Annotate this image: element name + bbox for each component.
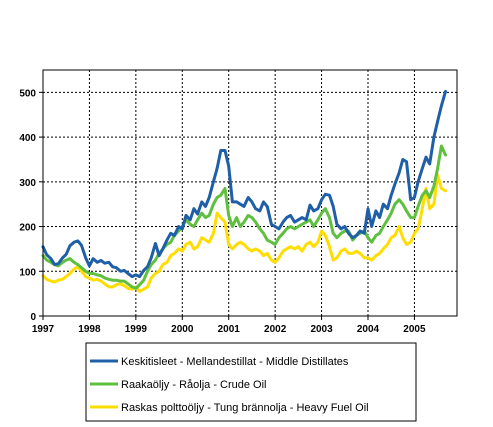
x-tick-label: 2004 (357, 324, 380, 335)
x-tick-label: 2002 (264, 324, 287, 335)
x-axis-ticks: 1997 1998 1999 2000 2001 2002 2003 2004 2005 (32, 316, 426, 335)
x-tick-label: 1998 (78, 324, 101, 335)
y-tick-label: 300 (19, 178, 36, 189)
plot-area-frame (42, 69, 458, 317)
x-tick-label: 2001 (218, 324, 241, 335)
legend-label-2: Raskas polttoöljy - Tung brännolja - Hea… (121, 402, 369, 414)
legend-label-0: Keskitisleet - Mellandestillat - Middle … (121, 356, 349, 368)
series-lines (41, 90, 447, 293)
series-line-0 (41, 90, 447, 279)
legend: Keskitisleet - Mellandestillat - Middle … (85, 342, 417, 422)
y-tick-label: 100 (19, 267, 36, 278)
series-line-1 (41, 144, 447, 290)
y-tick-label: 400 (19, 133, 36, 144)
grid (43, 70, 457, 316)
legend-box (85, 342, 417, 422)
y-tick-label: 500 (19, 88, 36, 99)
x-tick-label: 2005 (403, 324, 426, 335)
y-axis-ticks: 0 100 200 300 400 500 (19, 88, 43, 323)
x-tick-label: 1997 (32, 324, 55, 335)
y-tick-label: 0 (30, 312, 36, 323)
x-tick-label: 2000 (171, 324, 194, 335)
y-tick-label: 200 (19, 223, 36, 234)
legend-label-1: Raakaöljy - Råolja - Crude Oil (121, 379, 267, 391)
x-tick-label: 2003 (310, 324, 333, 335)
x-tick-label: 1999 (125, 324, 148, 335)
series-line-2 (41, 173, 447, 293)
